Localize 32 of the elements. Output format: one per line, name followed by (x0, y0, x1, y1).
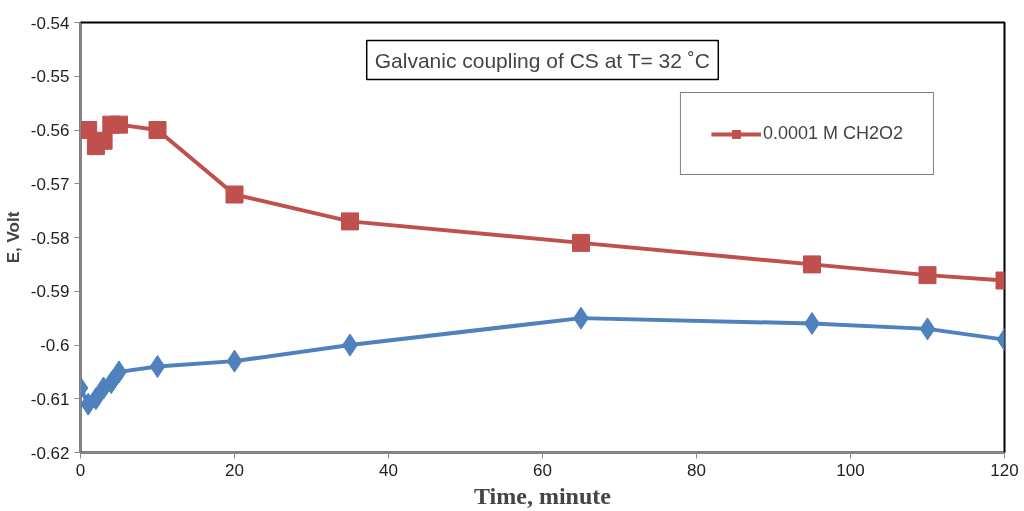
y-tick-label: -0.55 (30, 67, 70, 87)
y-tick-label: -0.56 (30, 121, 70, 140)
text: Galvanic coupling of CS at T= 32 ˚C (374, 48, 710, 72)
y-axis-title: E, Volt (3, 211, 23, 264)
y-tick-label: -0.57 (30, 174, 70, 194)
legend-label: 0.0001 M CH2O2 (762, 123, 903, 144)
point (572, 233, 590, 252)
point (103, 371, 120, 395)
x-tick-label: 100 (836, 460, 865, 480)
point (341, 212, 359, 231)
y-tick-label: -0.61 (30, 389, 70, 409)
point (919, 317, 936, 341)
y-tick-label: -0.59 (30, 282, 70, 302)
x-tick-label: 0 (75, 460, 86, 480)
x-axis-title: Time, minute (474, 482, 612, 509)
point (803, 255, 821, 274)
y-tick-label: -0.54 (30, 13, 70, 33)
point (149, 355, 166, 378)
x-tick-label: 120 (990, 460, 1019, 480)
y-tick-label: -0.58 (30, 228, 70, 248)
point (148, 121, 167, 139)
x-tick-label: 40 (379, 460, 398, 480)
y-tick-label: -0.62 (30, 443, 70, 463)
point (94, 131, 113, 150)
point (226, 349, 243, 373)
x-tick-label: 80 (687, 460, 706, 480)
y-tick-label: -0.6 (40, 336, 70, 355)
point (110, 115, 128, 134)
x-tick-label: 20 (225, 460, 244, 480)
x-tick-label: 60 (533, 460, 552, 480)
point (918, 266, 937, 285)
point (225, 185, 244, 204)
